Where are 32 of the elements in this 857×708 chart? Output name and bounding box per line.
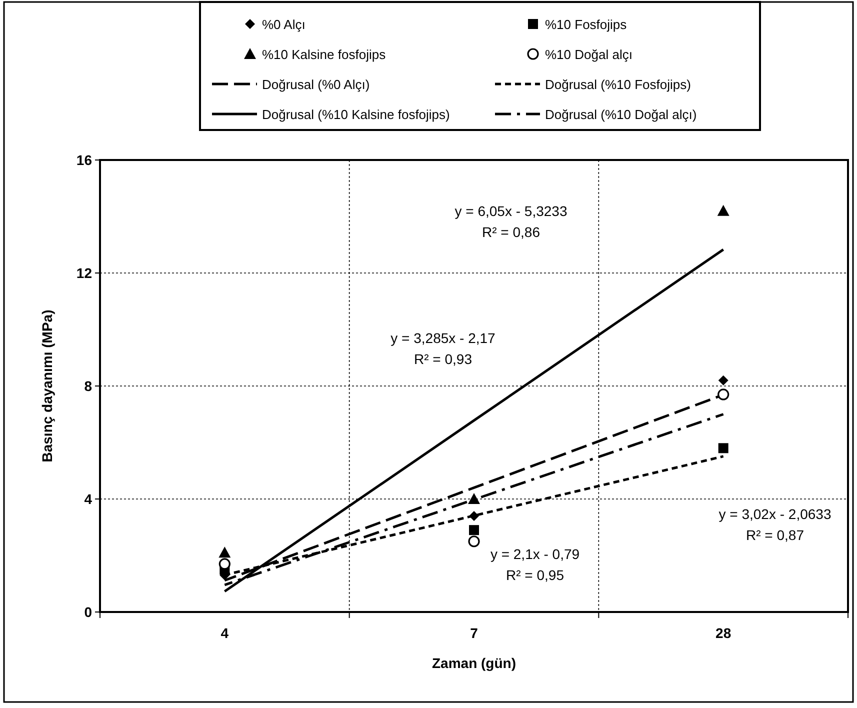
annotation: y = 6,05x - 5,3233 R² = 0,86 — [454, 203, 568, 240]
legend-label: %0 Alçı — [262, 17, 306, 32]
legend-label: Doğrusal (%10 Fosfojips) — [545, 77, 691, 92]
y-tick-label: 8 — [84, 378, 92, 394]
legend-label: %10 Doğal alçı — [545, 47, 632, 62]
x-axis-title: Zaman (gün) — [432, 655, 516, 671]
point — [469, 510, 479, 521]
annotation: y = 3,285x - 2,17 R² = 0,93 — [390, 330, 496, 367]
annotation: y = 3,02x - 2,0633 R² = 0,87 — [718, 506, 832, 543]
point — [717, 204, 730, 216]
x-tick-label: 28 — [716, 625, 732, 641]
point — [218, 558, 230, 570]
point — [718, 375, 728, 386]
x-tick-label: 4 — [220, 625, 229, 641]
legend-label: Doğrusal (%0 Alçı) — [262, 77, 370, 92]
annotation: y = 2,1x - 0,79 R² = 0,95 — [490, 546, 580, 583]
legend-label: Doğrusal (%10 Doğal alçı) — [545, 107, 697, 122]
x-tick-label: 7 — [470, 625, 478, 641]
y-tick-label: 12 — [76, 265, 92, 281]
point — [469, 525, 479, 536]
legend-label: %10 Kalsine fosfojips — [262, 47, 386, 62]
y-tick-label: 0 — [84, 604, 92, 620]
point — [718, 443, 728, 454]
point — [468, 493, 480, 504]
legend-label: %10 Fosfojips — [545, 17, 628, 32]
y-tick-label: 16 — [76, 152, 92, 168]
point — [718, 388, 730, 400]
legend-label: Doğrusal (%10 Kalsine fosfojips) — [262, 107, 450, 122]
y-tick-label: 4 — [84, 491, 92, 507]
point — [218, 546, 231, 558]
point — [468, 536, 480, 548]
y-axis-title: Basınç dayanımı (MPa) — [39, 310, 55, 462]
